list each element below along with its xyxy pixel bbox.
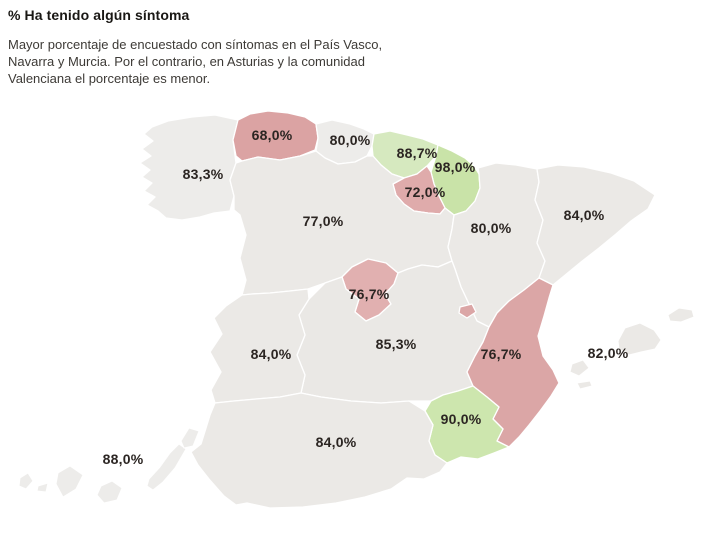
region-canarias[interactable] xyxy=(18,427,200,504)
island-mallorca xyxy=(617,322,662,356)
island-gran-canaria xyxy=(96,480,123,504)
region-galicia[interactable] xyxy=(139,114,239,221)
island-fuerteventura xyxy=(146,443,187,491)
chart-subtitle: Mayor porcentaje de encuestado con sínto… xyxy=(8,37,383,86)
island-menorca xyxy=(667,307,695,323)
region-andalucia[interactable] xyxy=(190,392,448,509)
region-baleares[interactable] xyxy=(569,307,695,390)
chart-header: % Ha tenido algún síntoma Mayor porcenta… xyxy=(8,6,408,87)
island-la-palma xyxy=(18,472,34,490)
island-lanzarote xyxy=(180,427,200,449)
island-tenerife xyxy=(55,465,84,498)
chart-title: % Ha tenido algún síntoma xyxy=(8,7,190,23)
island-formentera xyxy=(576,380,593,390)
island-el-hierro xyxy=(36,482,49,493)
region-cataluna[interactable] xyxy=(534,164,656,286)
region-asturias[interactable] xyxy=(232,110,319,162)
island-ibiza xyxy=(569,359,590,377)
region-extremadura[interactable] xyxy=(209,288,310,404)
